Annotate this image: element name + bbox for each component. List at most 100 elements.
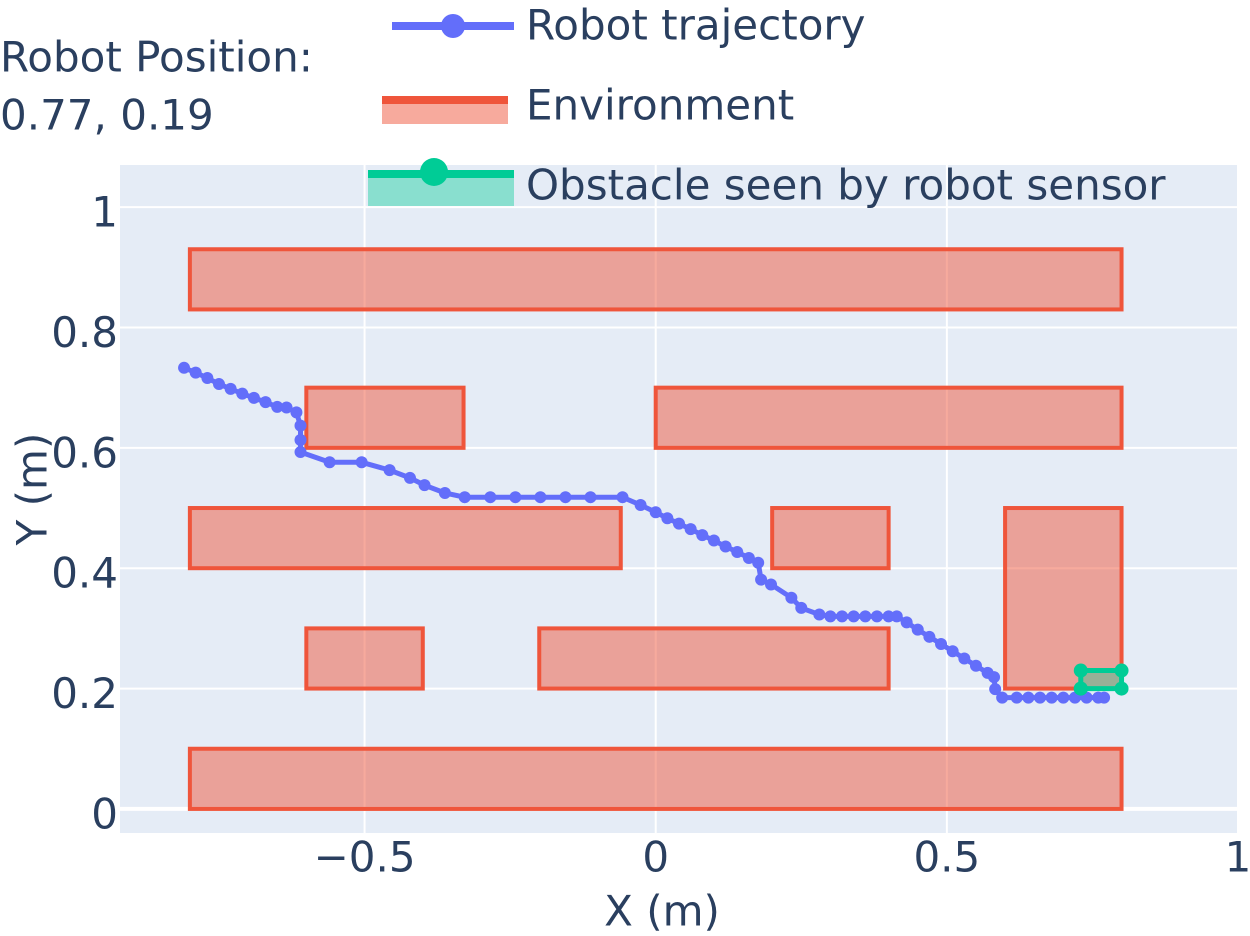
- trajectory-point: [280, 401, 293, 414]
- x-tick-label: −0.5: [314, 833, 416, 882]
- x-tick-label: 0: [642, 833, 669, 882]
- trajectory-point: [178, 361, 191, 374]
- trajectory-point: [294, 434, 307, 447]
- trajectory-point: [236, 387, 249, 400]
- y-tick-label: 0.8: [51, 308, 118, 357]
- y-tick-label: 1: [91, 188, 118, 237]
- legend: Robot trajectory Environment Obstacle seen…: [368, 1, 1166, 210]
- trajectory-point: [1098, 691, 1111, 704]
- legend-marker: [420, 158, 448, 186]
- trajectory-point: [813, 608, 826, 621]
- trajectory-point: [294, 419, 307, 432]
- legend-marker: [441, 14, 465, 38]
- trajectory-point: [1010, 691, 1023, 704]
- annotation: 0.77, 0.19: [0, 91, 214, 140]
- trajectory-point: [870, 610, 883, 623]
- trajectory-point: [403, 471, 416, 484]
- trajectory-point: [958, 652, 971, 665]
- trajectory-point: [418, 479, 431, 492]
- trajectory-point: [847, 610, 860, 623]
- trajectory-point: [634, 499, 647, 512]
- trajectory-point: [996, 691, 1009, 704]
- trajectory-point: [795, 601, 808, 614]
- y-axis-title: Y (m): [8, 433, 57, 547]
- trajectory-point: [247, 391, 260, 404]
- environment-rect: [187, 506, 623, 571]
- obstacle-point: [1114, 681, 1129, 696]
- trajectory-point: [559, 491, 572, 504]
- marks: [178, 247, 1129, 811]
- trajectory-point: [355, 456, 368, 469]
- environment-rect: [537, 626, 891, 691]
- trajectory-point: [900, 616, 913, 629]
- x-axis-title: X (m): [604, 887, 720, 936]
- trajectory-point: [946, 645, 959, 658]
- trajectory-point: [684, 523, 697, 536]
- trajectory-point: [661, 512, 674, 525]
- trajectory-point: [616, 491, 629, 504]
- trajectory-point: [696, 529, 709, 542]
- trajectory-point: [584, 491, 597, 504]
- trajectory-point: [989, 683, 1002, 696]
- trajectory-point: [719, 540, 732, 553]
- trajectory-point: [458, 491, 471, 504]
- trajectory-point: [836, 610, 849, 623]
- y-tick-label: 0.2: [51, 669, 118, 718]
- environment-rect: [304, 626, 425, 691]
- trajectory-point: [1045, 691, 1058, 704]
- trajectory-point: [785, 591, 798, 604]
- trajectory-point: [673, 517, 685, 530]
- y-tick-label: 0.6: [51, 428, 118, 477]
- x-tick-label: 0.5: [913, 833, 980, 882]
- obstacle-point: [1073, 663, 1088, 678]
- trajectory-point: [923, 630, 936, 643]
- obstacle-point: [1114, 663, 1129, 678]
- trajectory-point: [731, 545, 744, 558]
- trajectory-point: [201, 372, 214, 385]
- trajectory-point: [224, 382, 237, 395]
- trajectory-point: [649, 506, 662, 519]
- environment-rect: [653, 385, 1124, 450]
- trajectory-point: [438, 486, 451, 499]
- trajectory-point: [824, 610, 837, 623]
- trajectory-point: [259, 396, 272, 409]
- y-tick-label: 0.4: [51, 549, 118, 598]
- trajectory-point: [294, 446, 307, 459]
- trajectory-point: [859, 610, 872, 623]
- trajectory-point: [534, 491, 547, 504]
- trajectory-point: [1022, 691, 1035, 704]
- trajectory-point: [765, 578, 778, 591]
- trajectory-point: [509, 491, 522, 504]
- legend-swatch-edge: [382, 96, 508, 104]
- trajectory-point: [271, 400, 284, 413]
- legend-label: Environment: [526, 81, 794, 130]
- trajectory-point: [189, 366, 202, 379]
- trajectory-point: [911, 623, 924, 636]
- trajectory-point: [212, 378, 225, 391]
- trajectory-point: [383, 464, 396, 477]
- trajectory-point: [290, 406, 303, 419]
- trajectory-point: [707, 534, 720, 547]
- trajectory-point: [1034, 691, 1047, 704]
- annotation: Robot Position:: [0, 33, 313, 82]
- environment-rect: [187, 247, 1124, 312]
- trajectory-point: [484, 491, 497, 504]
- environment-rect: [304, 385, 466, 450]
- legend-label: Obstacle seen by robot sensor: [526, 161, 1166, 210]
- trajectory-point: [935, 638, 948, 651]
- x-tick-label: 1: [1225, 833, 1250, 882]
- y-tick-label: 0: [91, 789, 118, 838]
- environment-rect: [1003, 506, 1124, 691]
- trajectory-point: [969, 659, 982, 672]
- trajectory-point: [988, 671, 1001, 684]
- environment-rect: [187, 746, 1124, 811]
- trajectory-point: [1057, 691, 1070, 704]
- trajectory-point: [890, 610, 903, 623]
- trajectory-point: [323, 456, 336, 469]
- obstacle-point: [1073, 681, 1088, 696]
- trajectory-point: [742, 551, 755, 564]
- legend-label: Robot trajectory: [526, 1, 866, 50]
- environment-rect: [770, 506, 891, 571]
